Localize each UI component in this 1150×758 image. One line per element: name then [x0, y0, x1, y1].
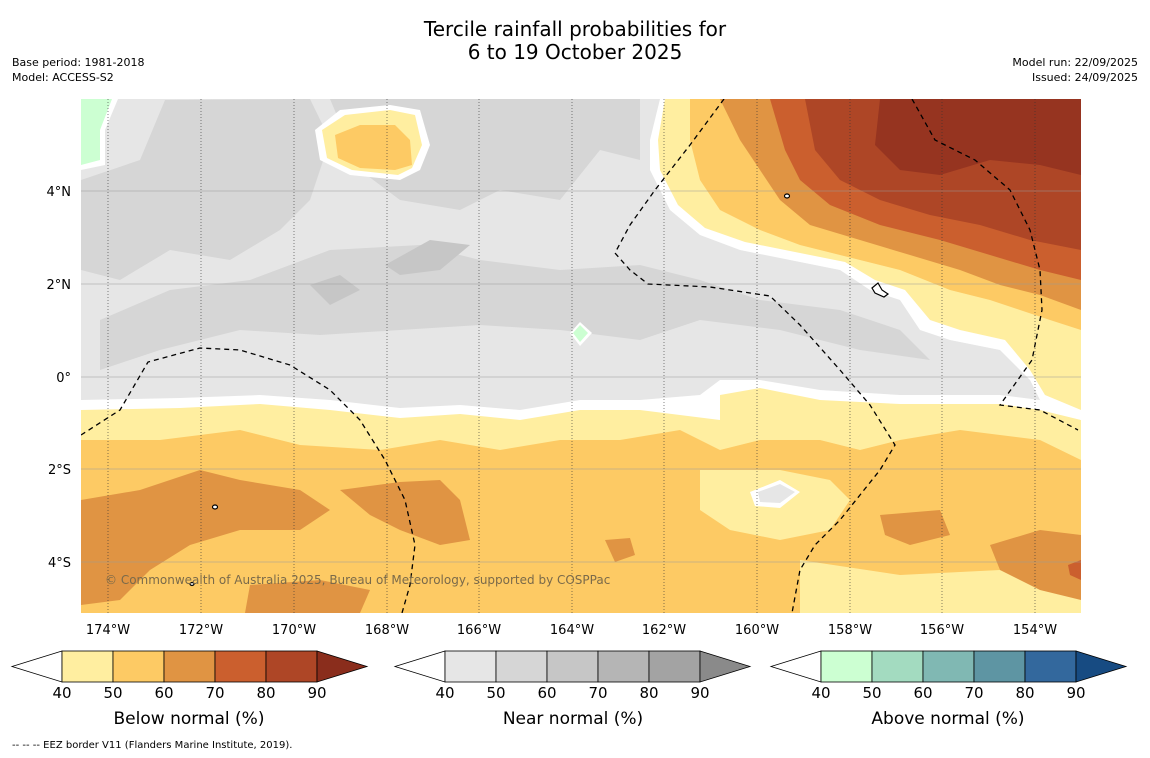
lon-label: 170°W — [272, 623, 316, 638]
lat-label: 2°N — [47, 278, 72, 293]
island-3 — [783, 193, 791, 199]
eez-border-west — [81, 347, 416, 613]
colorbar-near-segment — [546, 650, 599, 683]
below-normal-60-mid — [340, 480, 470, 545]
model-name: Model: ACCESS-S2 — [12, 71, 114, 84]
below-normal-90-ne — [875, 99, 1081, 175]
colorbar-above-segment — [820, 650, 873, 683]
island-1 — [211, 504, 219, 510]
colorbar-above-tick: 60 — [913, 684, 933, 702]
colorbar-above-tick: 90 — [1066, 684, 1086, 702]
eez-borders — [81, 99, 1079, 613]
colorbar-near-tick: 90 — [690, 684, 710, 702]
lon-label: 154°W — [1013, 623, 1057, 638]
base-period: Base period: 1981-2018 — [12, 56, 145, 69]
colorbar-below-segment — [214, 650, 267, 683]
colorbar-near-tick: 70 — [588, 684, 608, 702]
colorbar-near-segment — [495, 650, 548, 683]
colorbar-below-tick: 80 — [256, 684, 276, 702]
map-title: Tercile rainfall probabilities for 6 to … — [0, 18, 1150, 64]
colorbars — [10, 650, 1128, 683]
copyright-text: © Commonwealth of Australia 2025, Bureau… — [105, 573, 610, 587]
near-normal-hole — [758, 484, 795, 503]
colorbar-near-high-extend — [699, 650, 752, 683]
colorbar-below-segment — [112, 650, 165, 683]
colorbar-below-low-extend — [10, 650, 63, 683]
colorbar-below-tick: 40 — [52, 684, 72, 702]
below-normal-50-north — [335, 125, 412, 170]
lon-label: 158°W — [828, 623, 872, 638]
lon-label: 156°W — [920, 623, 964, 638]
colorbar-above-low-extend — [769, 650, 822, 683]
island-4 — [871, 282, 890, 298]
colorbar-near-segment — [648, 650, 701, 683]
colorbar-label-below: Below normal (%) — [113, 709, 265, 729]
lon-label: 172°W — [179, 623, 223, 638]
lat-label: 4°S — [48, 556, 71, 571]
near-normal-patch-5 — [310, 275, 360, 305]
colorbar-above-tick: 70 — [964, 684, 984, 702]
lon-label: 166°W — [457, 623, 501, 638]
below-normal-70-se — [1068, 560, 1081, 580]
eez-footnote: -- -- -- EEZ border V11 (Flanders Marine… — [12, 740, 293, 751]
colorbar-above-segment — [871, 650, 924, 683]
gridlines — [81, 99, 1081, 613]
lat-label: 0° — [56, 371, 71, 386]
island-2 — [189, 581, 195, 587]
colorbar-below-segment — [163, 650, 216, 683]
colorbar-below-segment — [265, 650, 318, 683]
colorbar-above-high-extend — [1075, 650, 1128, 683]
axis-labels: 174°W 172°W 170°W 168°W 166°W 164°W 162°… — [47, 185, 1058, 638]
lon-label: 168°W — [365, 623, 409, 638]
colorbar-above-segment — [973, 650, 1026, 683]
colorbar-label-near: Near normal (%) — [502, 709, 644, 729]
colorbar-near-segment — [597, 650, 650, 683]
near-normal-patch-3 — [100, 245, 930, 370]
below-normal-60-small — [605, 538, 635, 562]
eez-border-east — [911, 99, 1079, 431]
meta-right: Model run: 22/09/2025 Issued: 24/09/2025 — [1012, 55, 1138, 85]
near-normal-patch-4 — [385, 240, 470, 275]
colorbar-below-tick: 70 — [205, 684, 225, 702]
colorbar-near-segment — [444, 650, 497, 683]
eez-border-center — [614, 99, 896, 613]
colorbar-near-tick: 40 — [435, 684, 455, 702]
colorbar-near-tick: 80 — [639, 684, 659, 702]
lon-label: 174°W — [86, 623, 130, 638]
meta-left: Base period: 1981-2018 Model: ACCESS-S2 — [12, 55, 144, 85]
colorbar-below-segment — [61, 650, 114, 683]
lon-label: 162°W — [642, 623, 686, 638]
colorbar-above-segment — [1024, 650, 1077, 683]
title-line-1: Tercile rainfall probabilities for — [423, 17, 727, 41]
colorbar-near-tick: 50 — [486, 684, 506, 702]
title-line-2: 6 to 19 October 2025 — [467, 40, 683, 64]
above-normal-40-nw — [81, 99, 112, 165]
colorbar-near-tick: 60 — [537, 684, 557, 702]
lon-label: 160°W — [735, 623, 779, 638]
below-normal-60-e — [880, 510, 950, 545]
colorbar-label-above: Above normal (%) — [871, 709, 1025, 729]
model-run: Model run: 22/09/2025 — [1012, 56, 1138, 69]
colorbar-below-tick: 90 — [307, 684, 327, 702]
probability-field — [81, 99, 1081, 613]
colorbar-above-tick: 80 — [1015, 684, 1035, 702]
below-normal-60-sw — [81, 470, 330, 605]
colorbar-above-tick: 50 — [862, 684, 882, 702]
below-normal-60-s — [245, 580, 370, 613]
lon-label: 164°W — [550, 623, 594, 638]
colorbar-below-high-extend — [316, 650, 369, 683]
colorbar-below-tick: 60 — [154, 684, 174, 702]
colorbar-above-segment — [922, 650, 975, 683]
issued-date: Issued: 24/09/2025 — [1031, 71, 1138, 84]
lat-label: 4°N — [47, 185, 72, 200]
colorbar-near-low-extend — [393, 650, 446, 683]
colorbar-below-tick: 50 — [103, 684, 123, 702]
near-normal-patch-1 — [81, 99, 330, 280]
colorbar-above-tick: 40 — [811, 684, 831, 702]
islands — [189, 193, 890, 587]
above-normal-40-center — [573, 325, 588, 342]
lat-label: 2°S — [48, 463, 71, 478]
below-normal-60-se — [990, 530, 1081, 600]
